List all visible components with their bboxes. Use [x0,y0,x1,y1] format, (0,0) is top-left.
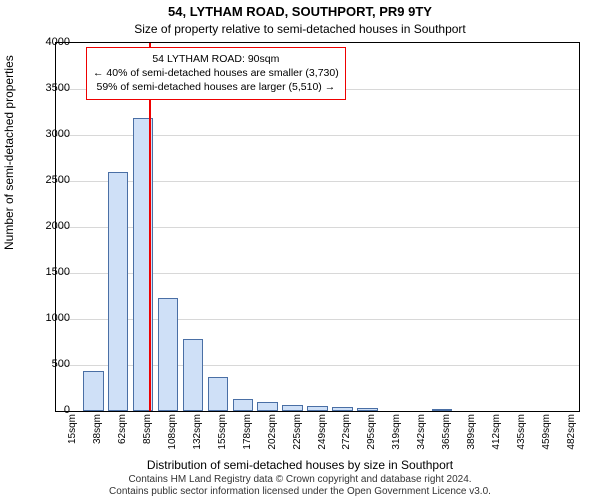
y-tick-label: 4000 [30,36,70,48]
x-tick-label: 319sqm [391,414,402,454]
histogram-bar [307,406,327,411]
property-size-chart: 54, LYTHAM ROAD, SOUTHPORT, PR9 9TY Size… [0,0,600,500]
x-tick-label: 108sqm [167,414,178,454]
footer-line-2: Contains public sector information licen… [0,486,600,498]
y-tick-label: 2500 [30,174,70,186]
x-tick-label: 38sqm [92,414,103,454]
x-tick-label: 202sqm [267,414,278,454]
y-tick-label: 500 [30,358,70,370]
annotation-line: ← 40% of semi-detached houses are smalle… [93,66,339,80]
y-tick-label: 2000 [30,220,70,232]
x-tick-label: 62sqm [117,414,128,454]
y-axis-label: Number of semi-detached properties [2,55,16,250]
histogram-bar [83,371,103,411]
y-tick-label: 3000 [30,128,70,140]
histogram-bar [158,298,178,411]
chart-subtitle: Size of property relative to semi-detach… [0,22,600,36]
x-tick-label: 389sqm [466,414,477,454]
x-tick-label: 249sqm [317,414,328,454]
x-tick-label: 132sqm [192,414,203,454]
x-tick-label: 85sqm [142,414,153,454]
x-tick-label: 459sqm [541,414,552,454]
plot-area: 54 LYTHAM ROAD: 90sqm← 40% of semi-detac… [55,42,580,412]
histogram-bar [208,377,228,411]
x-tick-label: 482sqm [566,414,577,454]
x-tick-label: 295sqm [366,414,377,454]
footer-line-1: Contains HM Land Registry data © Crown c… [0,474,600,486]
histogram-bar [257,402,277,411]
annotation-box: 54 LYTHAM ROAD: 90sqm← 40% of semi-detac… [86,47,346,100]
x-tick-label: 412sqm [491,414,502,454]
x-tick-label: 342sqm [416,414,427,454]
x-tick-label: 15sqm [67,414,78,454]
y-tick-label: 3500 [30,82,70,94]
footer-attribution: Contains HM Land Registry data © Crown c… [0,474,600,498]
x-axis-label: Distribution of semi-detached houses by … [0,458,600,472]
histogram-bar [108,172,128,411]
histogram-bar [432,409,452,411]
histogram-bar [233,399,253,411]
chart-title: 54, LYTHAM ROAD, SOUTHPORT, PR9 9TY [0,4,600,19]
histogram-bar [332,407,352,411]
x-tick-label: 155sqm [217,414,228,454]
x-tick-label: 365sqm [441,414,452,454]
x-tick-label: 435sqm [516,414,527,454]
histogram-bar [183,339,203,411]
x-tick-label: 225sqm [292,414,303,454]
x-tick-label: 178sqm [242,414,253,454]
annotation-line: 54 LYTHAM ROAD: 90sqm [93,52,339,66]
histogram-bar [357,408,377,411]
y-tick-label: 0 [30,404,70,416]
x-tick-label: 272sqm [341,414,352,454]
annotation-line: 59% of semi-detached houses are larger (… [93,80,339,94]
y-tick-label: 1000 [30,312,70,324]
histogram-bar [282,405,302,411]
y-tick-label: 1500 [30,266,70,278]
